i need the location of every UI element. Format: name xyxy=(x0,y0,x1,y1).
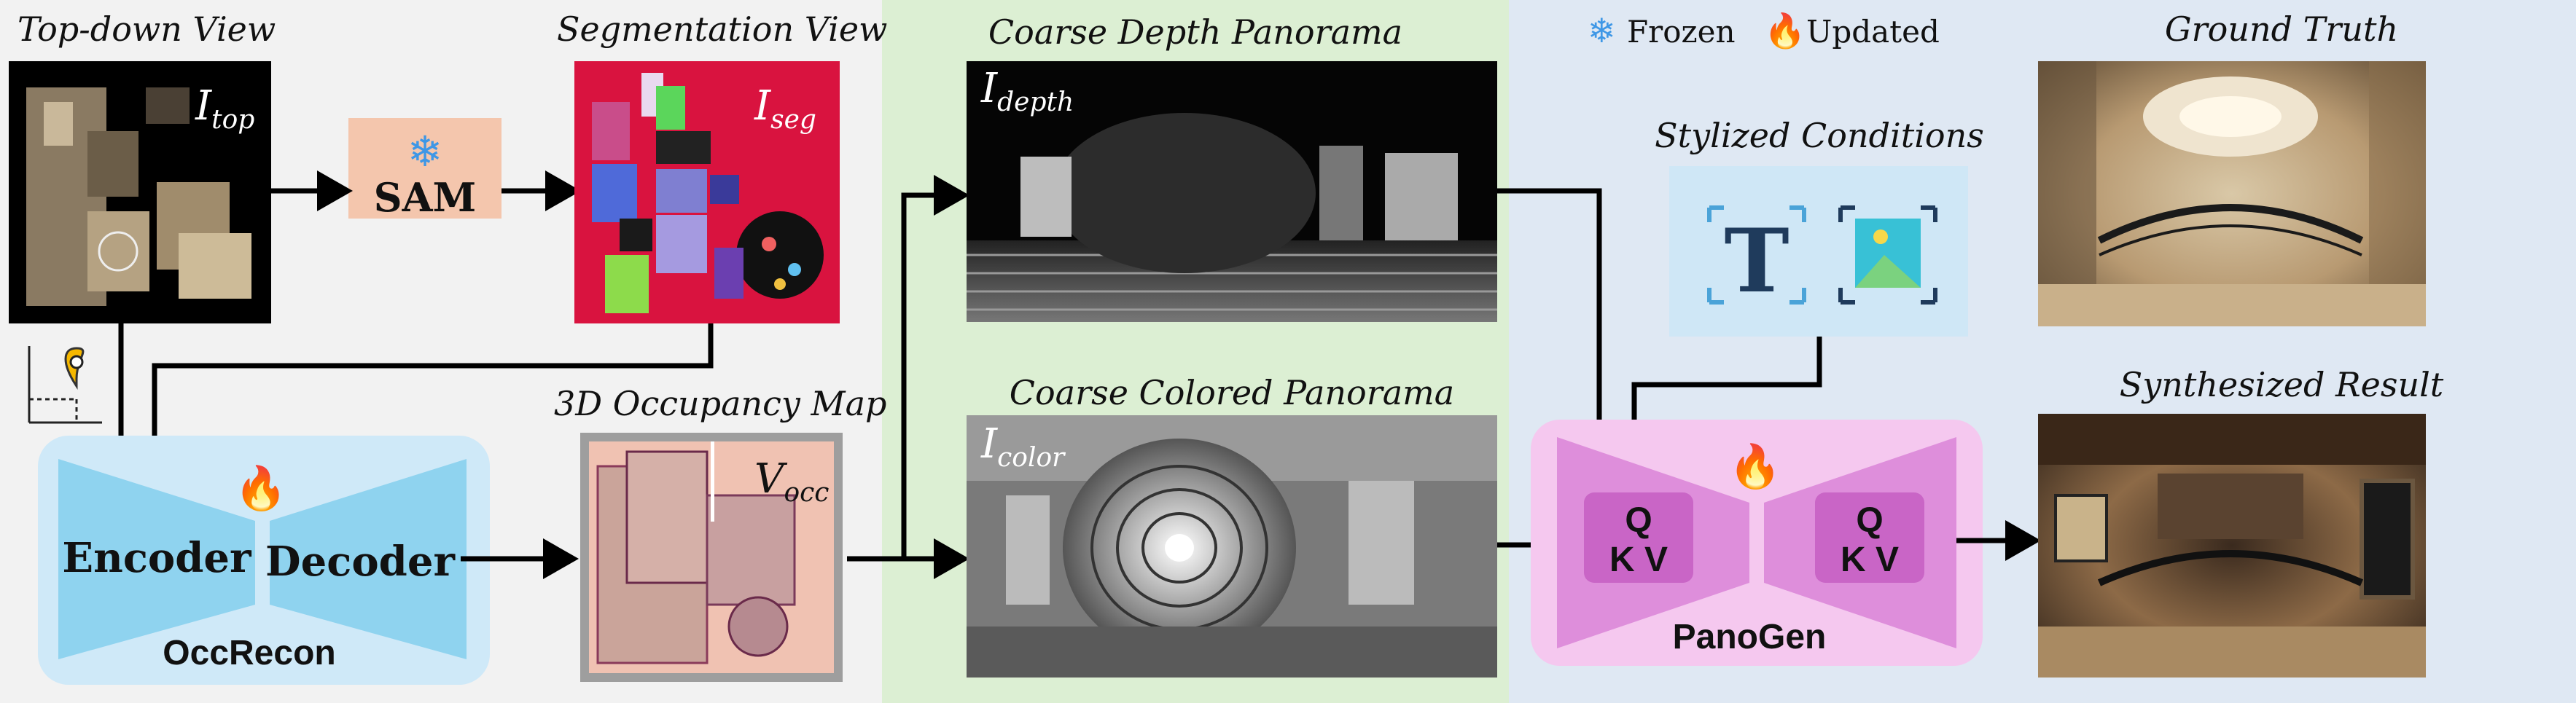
color-panorama-title: Coarse Colored Panorama xyxy=(1010,373,1454,412)
left-qkv-box xyxy=(1584,492,1693,583)
depth-symbol: Idepth xyxy=(980,65,1074,117)
occupancy-image: Vocc xyxy=(580,433,843,682)
left-qkv-top: Q xyxy=(1625,501,1652,540)
topdown-symbol: Itop xyxy=(195,82,254,135)
decoder-shape xyxy=(270,459,467,659)
occrecon-label: OccRecon xyxy=(163,634,335,672)
legend: ❄ Frozen 🔥 Updated xyxy=(1588,11,1940,50)
image-condition-icon xyxy=(1838,205,1937,305)
left-qkv-bottom: K V xyxy=(1609,541,1668,579)
color-panorama-image: Icolor xyxy=(967,415,1497,678)
depth-panorama-title: Coarse Depth Panorama xyxy=(988,12,1402,52)
arrow-depth-to-panogen xyxy=(1497,188,1620,497)
location-pin-icon xyxy=(28,346,102,424)
topdown-image: Itop xyxy=(9,61,271,323)
color-symbol: Icolor xyxy=(980,420,1066,473)
legend-frozen-label: Frozen xyxy=(1627,14,1736,50)
segmentation-image: Iseg xyxy=(574,61,840,323)
snowflake-icon-legend: ❄ xyxy=(1588,11,1616,50)
segmentation-symbol: Iseg xyxy=(754,82,816,135)
right-qkv-top: Q xyxy=(1856,501,1883,540)
depth-panorama-image: Idepth xyxy=(967,61,1497,322)
synthesized-image xyxy=(2038,414,2426,678)
updated-fire-icon-occrecon: 🔥 xyxy=(235,463,287,513)
decoder-label: Decoder xyxy=(265,538,456,586)
fire-icon-legend: 🔥 xyxy=(1764,11,1806,50)
topdown-title: Top-down View xyxy=(17,9,276,49)
encoder-shape xyxy=(58,459,255,659)
occupancy-symbol: Vocc xyxy=(754,455,829,508)
right-qkv-bottom: K V xyxy=(1841,541,1899,579)
encoder-label: Encoder xyxy=(62,534,252,582)
panogen-label: PanoGen xyxy=(1673,618,1827,656)
sam-label: SAM xyxy=(374,174,477,221)
conditions-box xyxy=(1669,166,1968,337)
text-condition-icon: T xyxy=(1707,205,1806,313)
legend-updated-label: Updated xyxy=(1806,14,1940,50)
svg-text:T: T xyxy=(1724,210,1789,313)
occupancy-title: 3D Occupancy Map xyxy=(554,384,886,423)
snowflake-icon: ❄ xyxy=(407,127,443,176)
updated-fire-icon-panogen: 🔥 xyxy=(1729,441,1781,491)
conditions-title: Stylized Conditions xyxy=(1655,116,1984,155)
arrow-seg-to-occrecon xyxy=(134,323,714,497)
ground-truth-image xyxy=(2038,61,2426,326)
synthesized-title: Synthesized Result xyxy=(2120,365,2444,404)
sam-box xyxy=(348,118,501,219)
right-qkv-box xyxy=(1815,492,1924,583)
ground-truth-title: Ground Truth xyxy=(2165,9,2398,49)
segmentation-title: Segmentation View xyxy=(557,9,887,49)
